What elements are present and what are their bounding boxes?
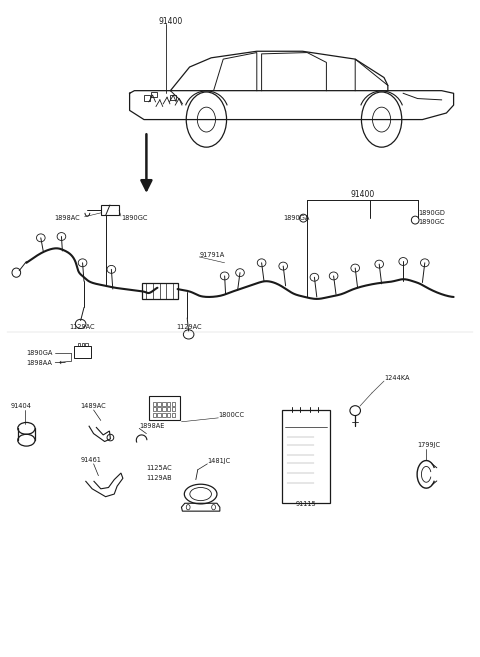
Bar <box>170 95 176 100</box>
Bar <box>162 402 166 406</box>
Text: 91400: 91400 <box>350 190 375 199</box>
Text: 1890GA: 1890GA <box>283 215 310 221</box>
Text: 1481JC: 1481JC <box>207 458 230 464</box>
Text: 1129AC: 1129AC <box>177 324 202 330</box>
Bar <box>157 402 161 406</box>
Bar <box>153 402 156 406</box>
Bar <box>149 396 180 420</box>
Text: 1129AB: 1129AB <box>146 474 172 481</box>
Bar <box>157 407 161 411</box>
Text: 1129AC: 1129AC <box>70 324 95 330</box>
Text: 1898AA: 1898AA <box>26 359 52 366</box>
Bar <box>101 205 119 215</box>
Text: 1898AC: 1898AC <box>54 215 80 221</box>
Bar <box>157 413 161 417</box>
Bar <box>167 402 170 406</box>
Bar <box>167 407 170 411</box>
Text: 91791A: 91791A <box>199 252 225 258</box>
Text: ←: ← <box>59 358 66 367</box>
Text: 1799JC: 1799JC <box>418 442 441 449</box>
Bar <box>153 407 156 411</box>
Bar <box>151 92 157 97</box>
Bar <box>144 95 150 101</box>
Bar <box>162 407 166 411</box>
Text: 1244KA: 1244KA <box>384 374 409 381</box>
Text: 1890GA: 1890GA <box>26 350 53 357</box>
Text: 1800CC: 1800CC <box>218 412 244 419</box>
Bar <box>172 402 175 406</box>
Text: 91115: 91115 <box>295 501 316 507</box>
Text: 91404: 91404 <box>11 403 32 409</box>
Bar <box>172 407 175 411</box>
Text: 1125AC: 1125AC <box>146 465 172 472</box>
Bar <box>142 283 178 299</box>
Bar <box>85 343 88 346</box>
Bar <box>162 413 166 417</box>
Bar <box>172 413 175 417</box>
Bar <box>153 413 156 417</box>
Text: 1890GD: 1890GD <box>419 210 445 216</box>
Text: 1489AC: 1489AC <box>81 403 107 409</box>
Bar <box>167 413 170 417</box>
Bar <box>82 343 84 346</box>
Text: 91400: 91400 <box>158 16 183 26</box>
Bar <box>78 343 80 346</box>
Text: 91461: 91461 <box>81 457 101 463</box>
Text: 1890GC: 1890GC <box>419 219 445 225</box>
Bar <box>74 346 91 358</box>
Text: 1898AE: 1898AE <box>139 422 165 429</box>
Text: 1890GC: 1890GC <box>121 215 147 221</box>
